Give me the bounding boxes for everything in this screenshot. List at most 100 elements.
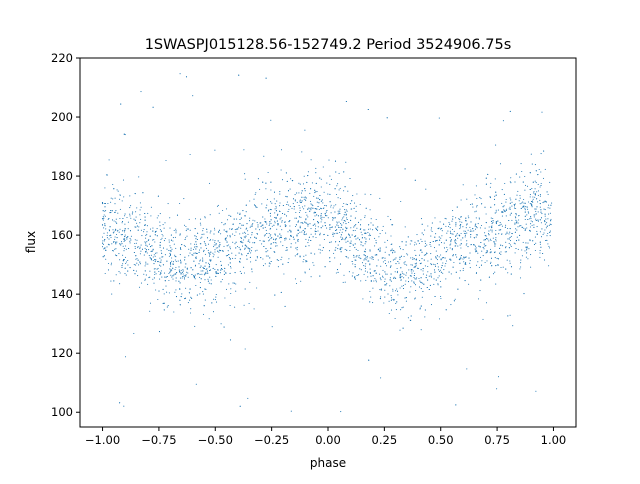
data-point [450,243,452,245]
data-point [339,263,342,265]
data-point [364,251,366,253]
data-point [395,302,397,304]
data-point [285,225,287,227]
data-point [289,229,291,231]
data-point [349,203,351,205]
data-point [352,272,354,274]
data-point [392,259,394,261]
data-point [341,224,343,226]
data-point [303,233,305,235]
data-point [320,227,322,229]
data-point [430,273,432,275]
data-point [423,259,425,261]
data-point [308,207,310,209]
data-point [105,174,108,176]
data-point [507,315,509,317]
data-point [390,299,392,301]
data-point [452,210,454,212]
data-point [531,204,533,206]
data-point [393,299,395,301]
data-point [172,261,175,263]
data-point [254,242,256,244]
data-point [542,202,544,204]
data-point [125,262,127,264]
data-point [514,243,516,245]
data-point [137,275,139,277]
data-point [436,255,438,257]
data-point [289,225,291,227]
data-point [379,247,381,249]
data-point [475,223,477,225]
data-point [413,244,416,246]
data-point [371,256,373,258]
data-point [474,225,476,227]
data-point [340,226,343,228]
data-point [336,269,339,271]
data-point [262,224,264,226]
data-point [321,199,323,201]
data-point [216,205,219,207]
data-point [110,197,112,199]
data-point [196,294,198,296]
data-point [269,263,271,265]
data-point [164,237,166,240]
data-point [182,269,184,271]
data-point [401,275,403,277]
data-point [464,236,466,238]
data-point [169,217,171,219]
data-point [109,226,111,228]
data-point [541,213,543,215]
data-point [132,211,134,213]
data-point [229,258,231,260]
data-point [267,210,269,212]
data-point [414,284,417,286]
data-point [345,236,347,238]
data-point [300,222,302,224]
data-point [326,209,328,212]
data-point [536,230,538,232]
data-point [484,227,486,229]
data-point [337,225,339,227]
data-point [134,239,136,241]
data-point [539,252,541,254]
data-point [549,223,551,225]
data-point [106,232,108,234]
data-point [354,278,356,280]
data-point [529,239,531,241]
data-point [167,305,169,307]
data-point [329,183,331,185]
data-point [320,213,322,215]
data-point [115,218,117,220]
data-point [273,191,276,193]
data-point [539,250,541,252]
data-point [139,253,141,255]
data-point [539,256,541,258]
data-point [437,228,439,230]
data-point [244,248,246,250]
data-point [288,204,290,206]
data-point [449,230,451,232]
data-point [535,182,537,184]
data-point [194,243,196,245]
data-point [335,272,337,274]
data-point [187,276,189,278]
data-point [405,300,407,302]
data-point [238,226,240,228]
data-point [298,229,300,231]
data-point [440,242,443,244]
data-point [317,221,319,223]
data-point [215,272,217,274]
data-point [530,217,532,219]
data-point [202,293,204,295]
data-point [476,206,478,208]
data-point [452,255,454,257]
data-point [294,199,296,201]
data-point [141,235,143,237]
data-point [108,229,110,231]
data-point [136,239,138,241]
data-point [154,255,156,257]
data-point [355,248,357,250]
data-point [185,225,187,228]
data-point [256,287,258,289]
data-point [529,203,531,205]
